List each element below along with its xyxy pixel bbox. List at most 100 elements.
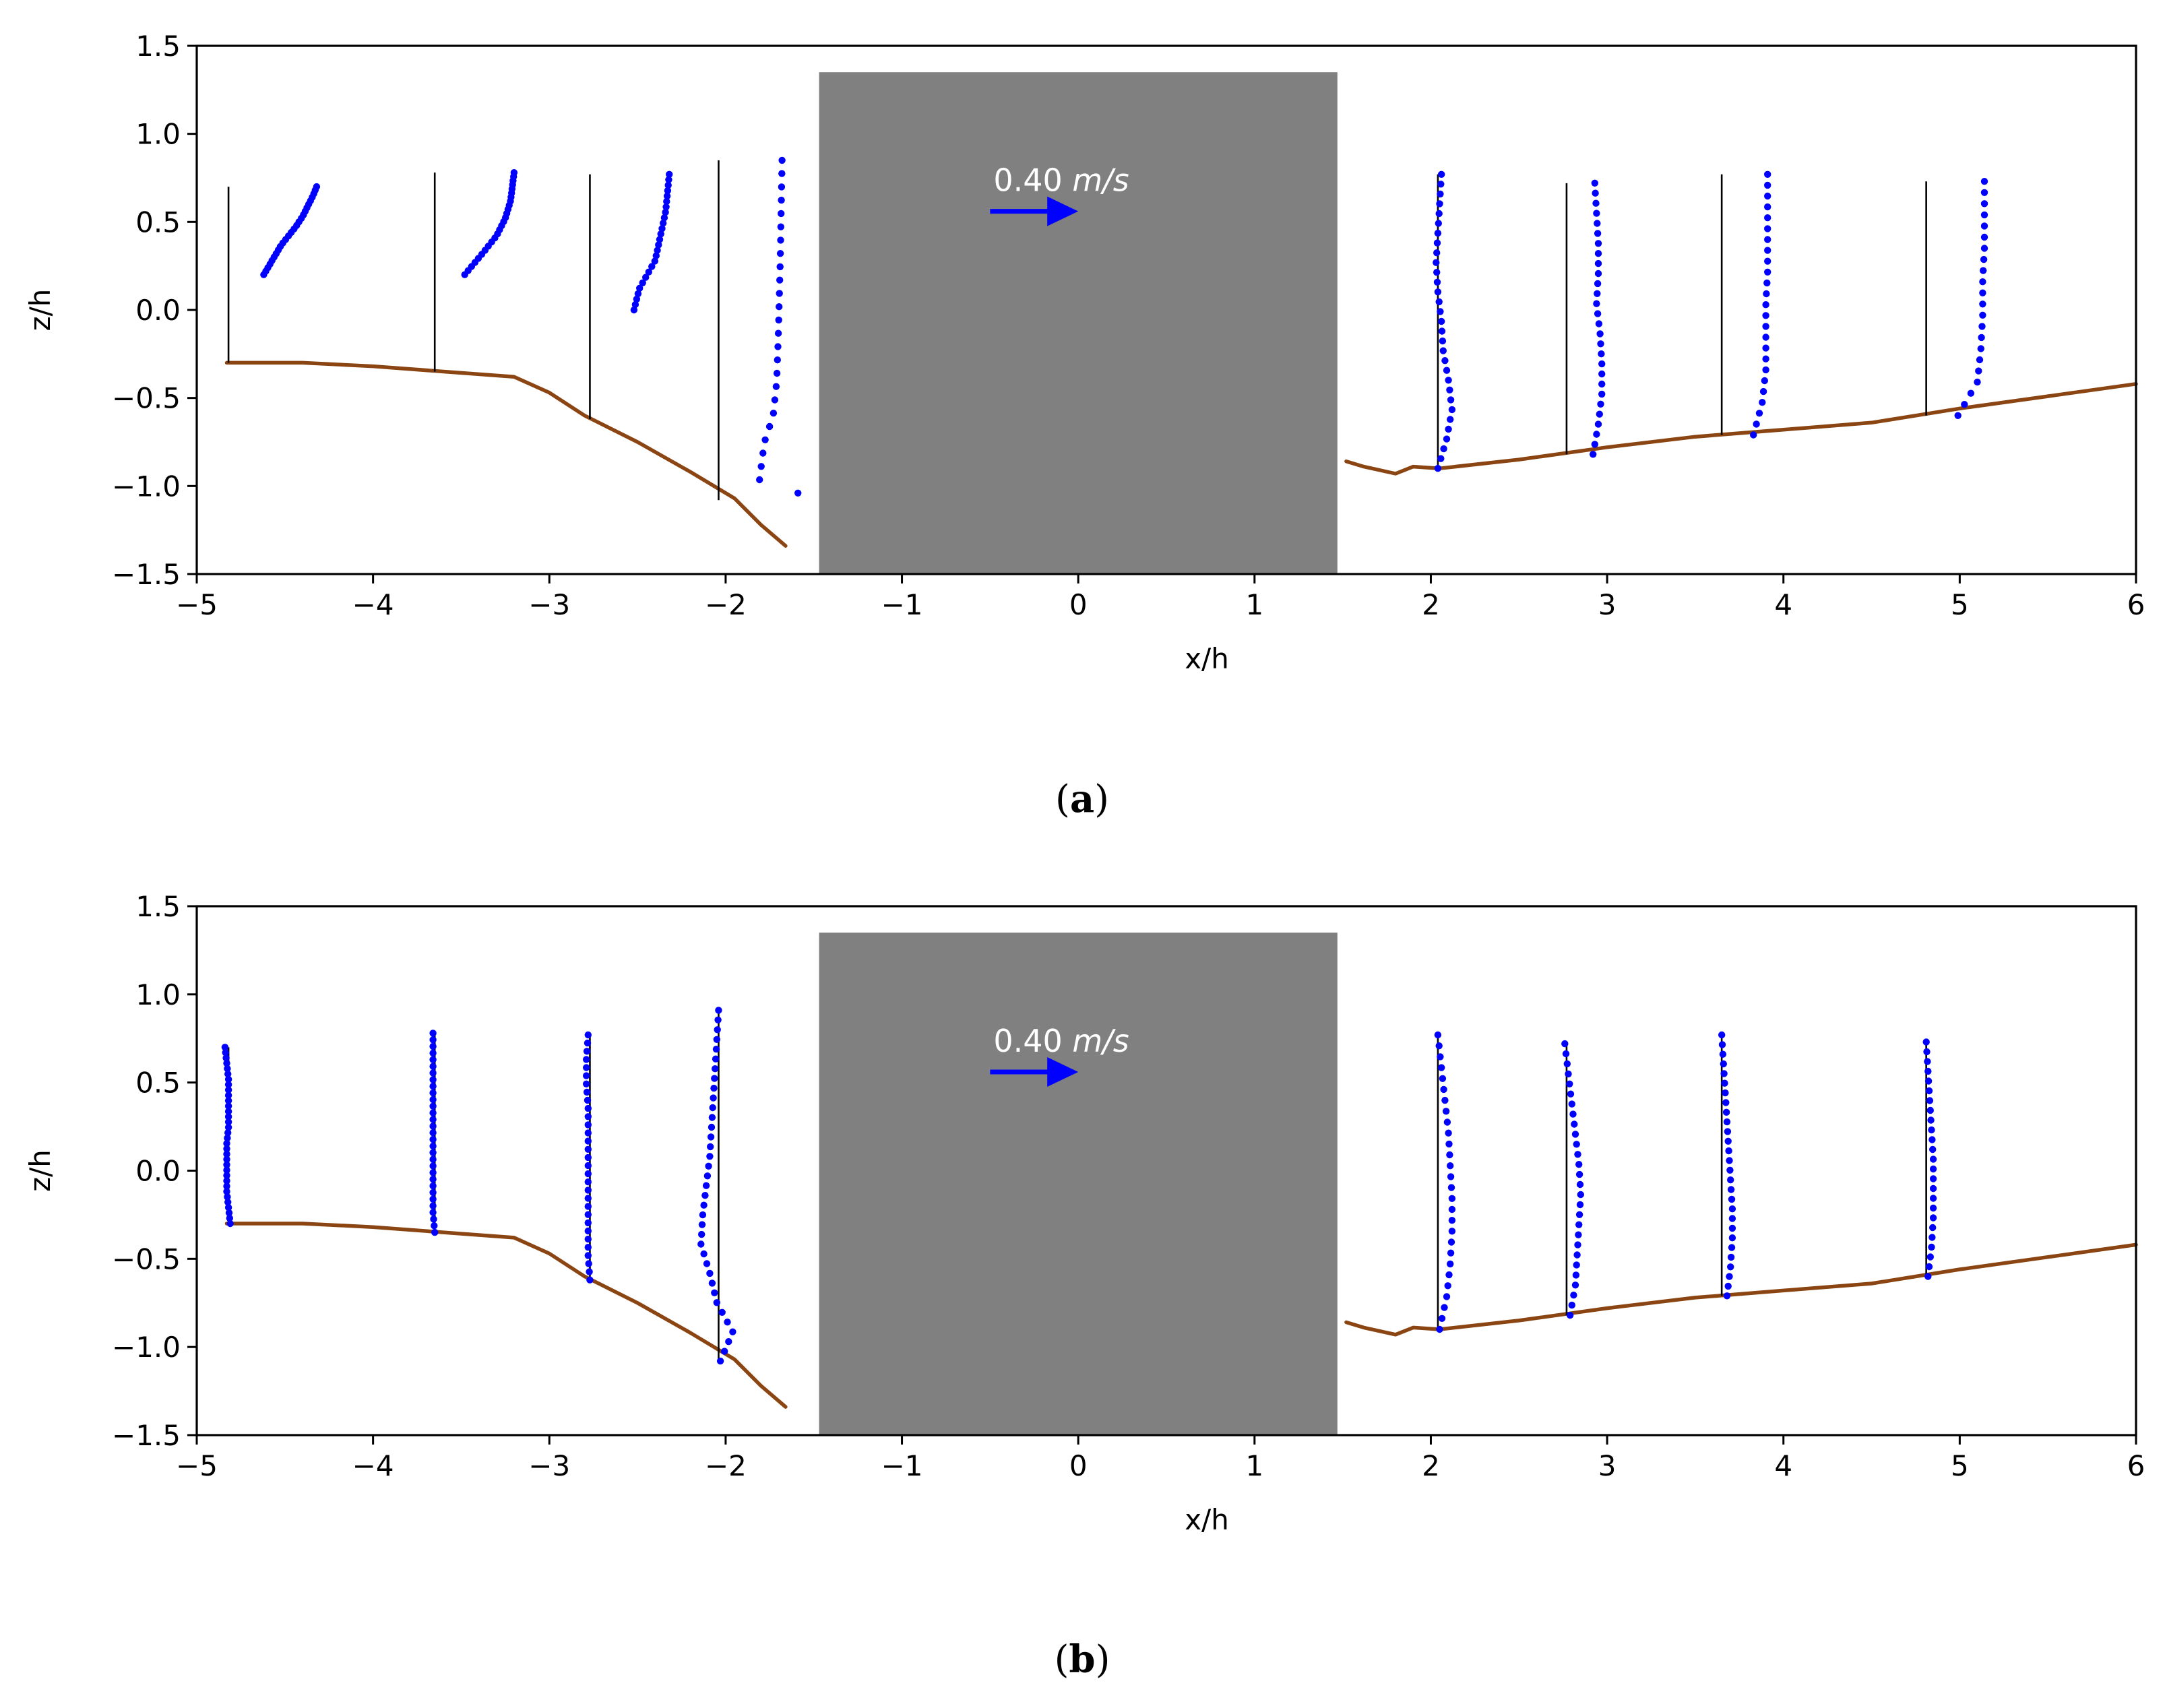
y-tick-label: 0.5	[135, 205, 181, 239]
bed-profile-line	[224, 360, 788, 548]
velocity-point	[510, 169, 518, 177]
velocity-point	[1763, 290, 1770, 298]
velocity-point	[1598, 360, 1606, 368]
velocity-point	[1764, 225, 1771, 232]
velocity-point	[708, 1279, 716, 1287]
velocity-point	[429, 1209, 437, 1216]
velocity-point	[1576, 1201, 1584, 1209]
velocity-point	[1437, 190, 1444, 198]
velocity-point	[1575, 1211, 1583, 1219]
velocity-point	[1567, 1090, 1575, 1098]
velocity-point	[1728, 1234, 1736, 1242]
velocity-point	[721, 1348, 728, 1355]
velocity-point	[223, 1059, 230, 1067]
velocity-point	[1594, 310, 1602, 317]
velocity-point	[1439, 1075, 1447, 1083]
velocity-point	[729, 1328, 736, 1335]
velocity-point	[1979, 289, 1986, 296]
velocity-point	[1435, 220, 1442, 227]
y-tick-label: −0.5	[112, 1242, 181, 1275]
panel-label: (a)	[1055, 777, 1109, 821]
velocity-point	[648, 263, 656, 270]
velocity-point	[1441, 1096, 1449, 1104]
velocity-point	[1574, 1151, 1581, 1158]
velocity-point	[663, 192, 671, 200]
velocity-point	[1928, 1234, 1936, 1241]
scale-unit: m/s	[1063, 162, 1129, 199]
velocity-point	[224, 1204, 232, 1211]
velocity-point	[639, 279, 646, 286]
velocity-point	[1725, 1147, 1732, 1155]
velocity-point	[1980, 200, 1988, 208]
velocity-point	[778, 156, 786, 164]
velocity-point	[584, 1096, 592, 1104]
velocity-point	[429, 1069, 437, 1077]
velocity-point	[1568, 1100, 1575, 1108]
velocity-point	[1561, 1040, 1569, 1048]
velocity-point	[702, 1182, 710, 1189]
y-tick-label: 1.5	[135, 890, 181, 923]
x-tick-label: −5	[176, 1449, 218, 1482]
velocity-point	[226, 1214, 233, 1222]
velocity-point	[224, 1124, 232, 1131]
velocity-point	[429, 1109, 437, 1116]
velocity-point	[1445, 377, 1452, 384]
velocity-point	[1762, 344, 1769, 352]
velocity-point	[583, 1080, 590, 1088]
velocity-point	[1764, 236, 1771, 243]
velocity-point	[1433, 239, 1441, 247]
velocity-point	[1929, 1224, 1937, 1232]
velocity-point	[224, 1108, 232, 1115]
y-axis-label: z/h	[24, 1149, 57, 1192]
velocity-point	[1764, 203, 1771, 211]
x-tick-label: 6	[2127, 1449, 2145, 1482]
velocity-point	[1926, 1106, 1934, 1114]
velocity-point	[223, 1139, 230, 1147]
velocity-point	[710, 1084, 718, 1092]
velocity-point	[662, 208, 669, 216]
velocity-point	[705, 1162, 712, 1170]
velocity-point	[1435, 210, 1443, 218]
velocity-point	[715, 1007, 722, 1014]
velocity-point	[584, 1153, 592, 1162]
velocity-point	[1929, 1145, 1937, 1153]
velocity-point	[756, 476, 763, 484]
velocity-point	[1759, 399, 1766, 406]
velocity-point	[223, 1177, 230, 1184]
y-tick-label: 1.5	[135, 30, 181, 63]
velocity-point	[1595, 320, 1603, 327]
velocity-point	[1980, 255, 1988, 263]
panel-label-letter: a	[1070, 777, 1094, 821]
velocity-point	[584, 1104, 592, 1112]
velocity-point	[1434, 465, 1442, 472]
velocity-point	[584, 1178, 592, 1186]
velocity-point	[1926, 1253, 1934, 1261]
velocity-point	[1922, 1038, 1930, 1046]
velocity-point	[1764, 170, 1771, 178]
velocity-point	[773, 369, 781, 377]
velocity-point	[778, 183, 786, 191]
velocity-point	[697, 1240, 705, 1248]
velocity-point	[584, 1227, 592, 1235]
velocity-point	[1980, 267, 1987, 274]
velocity-point	[770, 410, 778, 417]
velocity-point	[1594, 280, 1602, 288]
velocity-point	[1445, 1129, 1452, 1137]
velocity-point	[224, 1118, 232, 1126]
velocity-point	[429, 1195, 437, 1203]
velocity-point	[701, 1192, 709, 1199]
velocity-point	[1727, 1186, 1735, 1193]
x-tick-label: 2	[1422, 1449, 1440, 1482]
velocity-point	[1438, 1064, 1445, 1071]
velocity-point	[1439, 347, 1447, 354]
velocity-point	[584, 1137, 592, 1145]
x-tick-label: 2	[1422, 588, 1440, 621]
velocity-point	[1925, 1087, 1933, 1095]
velocity-point	[584, 1031, 592, 1039]
velocity-point	[1590, 451, 1597, 458]
velocity-point	[714, 1026, 721, 1034]
bed-profile-line	[1344, 382, 2138, 476]
velocity-point	[707, 1133, 715, 1141]
velocity-point	[429, 1176, 437, 1183]
velocity-point	[1727, 1253, 1735, 1261]
